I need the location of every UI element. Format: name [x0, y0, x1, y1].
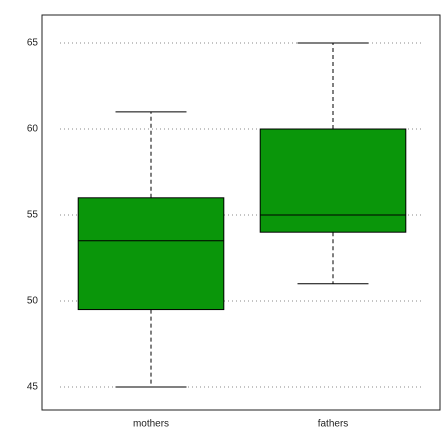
y-tick-label: 60: [27, 124, 39, 135]
y-tick-label: 55: [27, 210, 39, 221]
box: [77, 197, 225, 311]
x-tick-label: mothers: [133, 419, 169, 430]
y-tick-label: 50: [27, 296, 39, 307]
x-tick-label: fathers: [318, 419, 349, 430]
box: [259, 128, 407, 233]
y-tick-label: 65: [27, 38, 39, 49]
plot-frame: [41, 14, 441, 411]
y-tick-label: 45: [27, 382, 39, 393]
